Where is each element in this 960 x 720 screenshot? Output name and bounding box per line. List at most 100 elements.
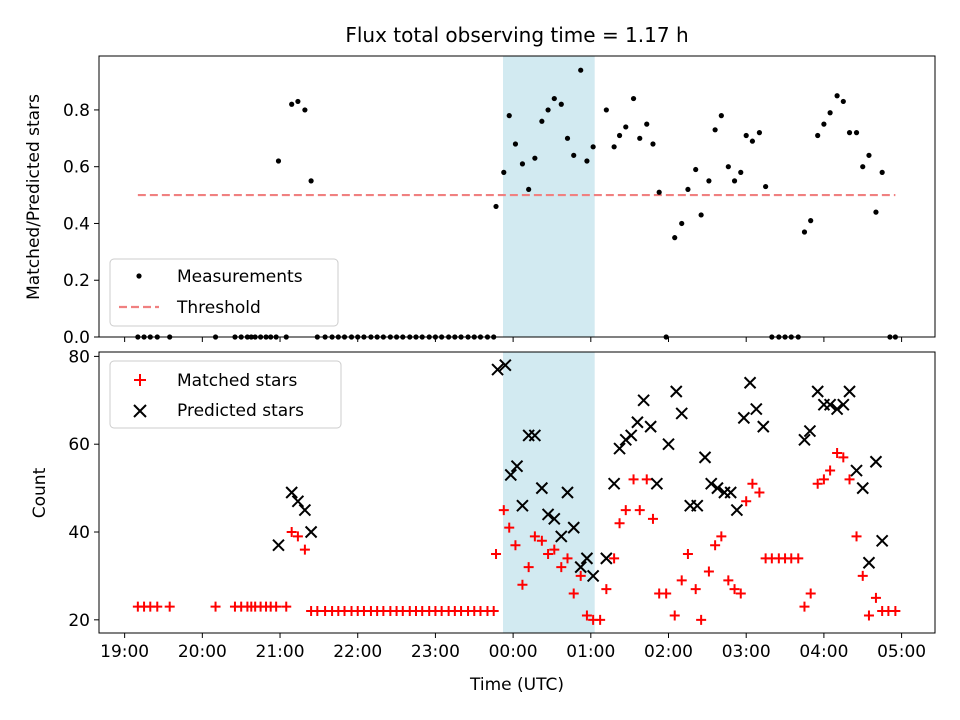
- matched-stars-point: [299, 544, 310, 555]
- predicted-stars-point: [535, 481, 549, 495]
- predicted-stars-point: [817, 398, 831, 411]
- predicted-stars-point: [743, 376, 757, 389]
- matched-stars-point: [609, 553, 620, 564]
- x-tick-label: 00:00: [489, 642, 538, 662]
- measurement-point: [698, 212, 704, 218]
- x-tick-label: 02:00: [644, 642, 693, 662]
- predicted-stars-point: [869, 455, 883, 468]
- measurement-point: [578, 67, 584, 73]
- predicted-stars-point: [675, 407, 688, 420]
- predicted-stars-legend-label: Predicted stars: [177, 401, 304, 421]
- measurement-point: [821, 121, 827, 127]
- bottom-ylabel: Count: [30, 467, 50, 518]
- matched-stars-point: [575, 570, 586, 581]
- measurement-point: [295, 98, 301, 105]
- matched-stars-point: [536, 535, 547, 546]
- predicted-stars-point: [803, 424, 817, 438]
- measurement-point: [763, 183, 769, 190]
- matched-stars-point: [805, 588, 816, 599]
- matched-stars-point: [870, 592, 881, 603]
- measurement-point: [866, 152, 872, 158]
- top-ylabel: Matched/Predicted stars: [24, 94, 44, 300]
- matched-stars-point: [754, 487, 765, 498]
- predicted-stars-point: [586, 569, 600, 583]
- top-y-tick-label: 0.2: [63, 271, 90, 291]
- top-legend: Measurements Threshold: [109, 258, 339, 327]
- top-y-tick-label: 0.8: [63, 101, 90, 121]
- matched-stars-legend-label: Matched stars: [177, 371, 297, 391]
- predicted-stars-point: [510, 459, 524, 473]
- predicted-stars-point: [504, 468, 517, 482]
- matched-stars-point: [825, 465, 836, 476]
- measurement-point: [731, 178, 738, 184]
- measurement-point: [749, 138, 756, 144]
- observing-window-shade: [503, 352, 595, 633]
- measurement-point: [512, 141, 519, 147]
- predicted-stars-point: [499, 358, 512, 372]
- measurement-point: [308, 178, 314, 184]
- predicted-stars-point: [837, 398, 850, 411]
- measurement-point: [571, 152, 577, 158]
- top-panel: 0.00.20.40.60.8 Matched/Predicted stars …: [24, 55, 936, 348]
- measurement-point: [815, 132, 821, 139]
- top-y-tick-label: 0.6: [63, 158, 90, 178]
- matched-stars-point: [735, 588, 746, 599]
- measurement-point: [840, 98, 846, 105]
- measurement-point: [545, 107, 551, 113]
- measurement-point: [603, 107, 609, 113]
- matched-stars-point: [504, 522, 515, 533]
- x-tick-label: 19:00: [100, 642, 149, 662]
- measurements-legend-label: Measurements: [177, 267, 303, 287]
- top-y-tick-label: 0.4: [63, 214, 90, 234]
- measurement-point: [275, 158, 282, 164]
- matched-stars-point: [793, 553, 804, 564]
- matched-stars-point: [510, 540, 521, 551]
- matched-stars-point: [669, 610, 680, 621]
- matched-stars-point: [543, 548, 554, 559]
- matched-stars-point: [634, 505, 645, 516]
- observing-window-shade: [503, 56, 595, 337]
- predicted-stars-point: [541, 508, 555, 521]
- bottom-y-tick-label: 80: [68, 347, 90, 367]
- predicted-stars-point: [613, 442, 626, 455]
- matched-stars-point: [529, 531, 540, 542]
- bottom-panel-ticks: 20 40 60 80 19:00 20:00 21:00 22:00 23:00 00:00 01…: [68, 347, 926, 662]
- matched-stars-point: [729, 584, 740, 595]
- predicted-stars-point: [631, 416, 644, 429]
- matched-stars-legend-marker: [134, 374, 146, 386]
- matched-stars-point: [890, 606, 901, 617]
- predicted-stars-point: [528, 429, 542, 442]
- measurement-point: [860, 164, 866, 170]
- bottom-panel-frame: [98, 351, 936, 634]
- bottom-panel: 20 40 60 80 19:00 20:00 21:00 22:00 23:00 00:00 01…: [30, 347, 936, 695]
- predicted-stars-point: [580, 552, 594, 565]
- matched-stars-point: [812, 478, 823, 489]
- predicted-stars-point: [272, 538, 285, 552]
- measurements-legend-marker: [136, 273, 142, 279]
- predicted-stars-point: [811, 385, 824, 398]
- measurement-point: [558, 101, 564, 107]
- measurement-point: [532, 155, 538, 161]
- measurement-point: [706, 178, 712, 184]
- matched-stars-point: [556, 562, 567, 573]
- x-tick-label: 04:00: [799, 642, 848, 662]
- matched-stars-point: [601, 584, 612, 595]
- measurement-point: [519, 161, 526, 167]
- measurement-point: [827, 110, 833, 116]
- predicted-stars-point: [691, 499, 704, 512]
- x-tick-label: 21:00: [256, 642, 305, 662]
- predicted-stars-point: [705, 477, 718, 490]
- measurement-point: [616, 132, 623, 139]
- matched-stars-point: [641, 474, 652, 485]
- matched-stars-point: [832, 447, 843, 458]
- measurement-point: [873, 209, 879, 215]
- top-y-tick-label: 0.0: [63, 328, 90, 348]
- predicted-stars-point: [625, 429, 638, 442]
- predicted-stars-legend-marker: [133, 404, 147, 418]
- measurement-point: [672, 235, 678, 241]
- measurement-point: [526, 186, 532, 193]
- top-legend-box: [109, 258, 339, 327]
- measurement-point: [623, 124, 629, 130]
- bottom-legend-box: [109, 360, 342, 429]
